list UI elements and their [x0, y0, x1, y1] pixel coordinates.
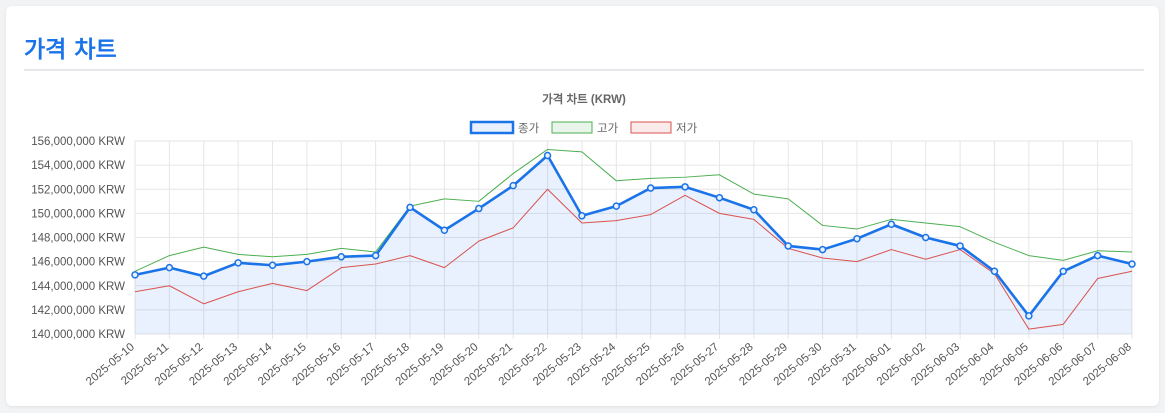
- chart-legend: 종가 고가 저가: [469, 120, 698, 135]
- close-point[interactable]: [1128, 260, 1136, 268]
- close-point[interactable]: [1025, 312, 1033, 320]
- close-area-fill: [135, 155, 1132, 334]
- plot-area: [131, 148, 1136, 334]
- close-point[interactable]: [887, 220, 896, 228]
- y-tick-label: 152,000,000 KRW: [31, 184, 125, 196]
- legend-label[interactable]: 종가: [518, 122, 540, 135]
- close-point[interactable]: [818, 245, 827, 254]
- close-point[interactable]: [578, 212, 586, 220]
- close-point[interactable]: [956, 242, 964, 250]
- y-tick-label: 142,000,000 KRW: [31, 305, 125, 317]
- y-tick-label: 156,000,000 KRW: [31, 136, 125, 148]
- legend-label[interactable]: 저가: [676, 122, 698, 135]
- close-point[interactable]: [543, 151, 552, 160]
- close-point[interactable]: [921, 233, 930, 242]
- legend-label[interactable]: 고가: [597, 122, 619, 135]
- close-point[interactable]: [1059, 267, 1067, 276]
- series-line-0: [134, 154, 1133, 318]
- y-axis: 156,000,000 KRW 154,000,000 KRW 152,000,00…: [31, 136, 125, 341]
- series-line-2: [134, 188, 1133, 330]
- close-point[interactable]: [234, 259, 242, 267]
- chart-card: 가격 차트: [6, 6, 1159, 406]
- close-point[interactable]: [131, 271, 139, 279]
- legend-swatch[interactable]: [469, 120, 515, 135]
- close-point[interactable]: [165, 263, 174, 272]
- close-point[interactable]: [750, 206, 758, 214]
- x-axis: 2025-05-102025-05-112025-05-122025-05-13…: [84, 341, 1134, 388]
- close-point[interactable]: [406, 203, 414, 212]
- close-point[interactable]: [475, 204, 483, 213]
- close-point[interactable]: [990, 267, 999, 276]
- title-divider: [24, 69, 1144, 71]
- close-point[interactable]: [440, 226, 449, 235]
- close-point[interactable]: [853, 234, 861, 243]
- close-point[interactable]: [681, 183, 689, 191]
- close-point[interactable]: [1093, 251, 1102, 260]
- close-point[interactable]: [784, 242, 792, 250]
- series-line-1: [134, 148, 1133, 272]
- chart-title: 가격 차트 (KRW): [542, 92, 626, 106]
- close-point[interactable]: [303, 257, 311, 266]
- close-point[interactable]: [646, 184, 655, 192]
- close-point[interactable]: [509, 181, 517, 190]
- legend-swatch[interactable]: [551, 121, 593, 134]
- close-point[interactable]: [371, 251, 380, 260]
- close-point[interactable]: [715, 193, 724, 202]
- y-tick-label: 154,000,000 KRW: [31, 160, 125, 172]
- y-tick-label: 144,000,000 KRW: [31, 281, 125, 293]
- page-title: 가격 차트: [24, 37, 117, 63]
- y-tick-label: 148,000,000 KRW: [31, 233, 125, 245]
- y-tick-label: 150,000,000 KRW: [31, 208, 125, 220]
- close-point[interactable]: [200, 272, 208, 280]
- legend-swatch[interactable]: [630, 121, 672, 134]
- close-point[interactable]: [337, 253, 346, 261]
- y-tick-label: 140,000,000 KRW: [31, 329, 125, 341]
- close-point[interactable]: [612, 202, 621, 210]
- close-point[interactable]: [268, 261, 277, 269]
- y-tick-label: 146,000,000 KRW: [31, 257, 125, 269]
